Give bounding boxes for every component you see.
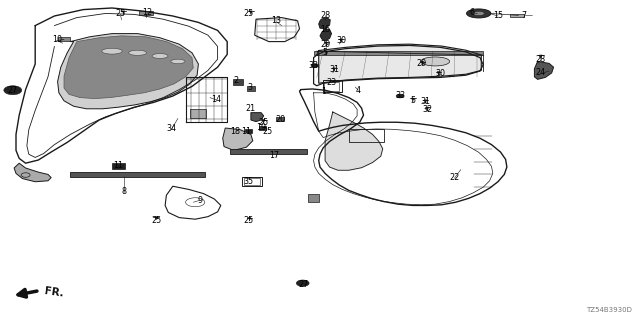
Text: 14: 14 (211, 95, 221, 104)
Text: 25: 25 (262, 127, 273, 136)
Text: 5: 5 (410, 96, 415, 105)
Text: 10: 10 (52, 36, 63, 44)
Ellipse shape (421, 57, 450, 66)
Bar (191, 109, 206, 118)
Text: 8: 8 (122, 188, 127, 196)
Text: 11: 11 (113, 161, 124, 170)
Circle shape (396, 94, 404, 98)
Text: 18: 18 (230, 127, 241, 136)
Text: 12: 12 (142, 8, 152, 17)
Polygon shape (319, 44, 481, 83)
Text: 31: 31 (420, 97, 431, 106)
Bar (112, 163, 125, 169)
Polygon shape (325, 112, 383, 170)
Text: 9: 9 (197, 196, 202, 205)
Text: 28: 28 (536, 55, 546, 64)
Ellipse shape (152, 53, 168, 58)
Text: 13: 13 (271, 16, 282, 25)
Text: 24: 24 (536, 68, 546, 77)
Text: 21: 21 (246, 104, 256, 113)
Bar (242, 177, 262, 186)
Bar (276, 117, 284, 121)
Text: 25: 25 (259, 118, 269, 127)
Text: 30: 30 (435, 69, 445, 78)
Text: 29: 29 (320, 40, 330, 49)
Text: 25: 25 (151, 216, 161, 225)
Bar (323, 80, 342, 92)
Text: 35: 35 (243, 177, 253, 186)
Text: 31: 31 (329, 65, 339, 74)
Text: 19: 19 (256, 123, 266, 132)
Ellipse shape (102, 48, 122, 54)
Ellipse shape (129, 50, 147, 55)
Circle shape (296, 280, 309, 286)
Text: 28: 28 (320, 11, 330, 20)
Text: 27: 27 (298, 280, 308, 289)
Bar (245, 129, 252, 133)
Ellipse shape (171, 59, 185, 64)
Text: 30: 30 (336, 36, 346, 45)
Text: 25: 25 (243, 9, 253, 18)
Text: 2: 2 (233, 76, 238, 85)
Text: 20: 20 (275, 115, 285, 124)
Bar (259, 126, 266, 130)
Polygon shape (319, 18, 330, 29)
Text: 6: 6 (470, 8, 475, 17)
Text: 16: 16 (320, 25, 330, 34)
Ellipse shape (467, 9, 491, 18)
Text: TZ54B3930D: TZ54B3930D (586, 307, 632, 313)
Ellipse shape (473, 11, 484, 16)
Bar (314, 51, 483, 55)
Bar (139, 11, 153, 15)
Text: 27: 27 (8, 86, 18, 95)
Bar (510, 14, 524, 17)
Text: 33: 33 (395, 92, 405, 100)
Text: 29: 29 (416, 60, 426, 68)
Text: 11: 11 (241, 127, 252, 136)
Text: 4: 4 (356, 86, 361, 95)
Bar (58, 37, 70, 41)
Circle shape (311, 64, 319, 68)
Text: 23: 23 (326, 78, 337, 87)
Bar (230, 149, 307, 154)
Text: 32: 32 (422, 105, 433, 114)
Text: 5: 5 (323, 48, 328, 57)
Text: 25: 25 (115, 9, 125, 18)
Polygon shape (534, 61, 554, 79)
Text: 3: 3 (247, 83, 252, 92)
Text: 15: 15 (493, 11, 503, 20)
Polygon shape (251, 113, 264, 122)
Bar (233, 79, 243, 85)
Bar (70, 172, 205, 177)
Text: 17: 17 (269, 151, 279, 160)
Text: FR.: FR. (44, 286, 64, 299)
Polygon shape (64, 36, 193, 99)
Bar (349, 129, 384, 142)
Text: 25: 25 (243, 216, 253, 225)
Polygon shape (320, 29, 332, 41)
Text: 33: 33 (308, 61, 319, 70)
Circle shape (4, 86, 22, 95)
Polygon shape (14, 163, 51, 182)
Bar (244, 178, 260, 185)
Bar (308, 194, 319, 202)
Text: 7: 7 (521, 11, 526, 20)
Text: 1: 1 (321, 87, 326, 96)
Bar (324, 82, 339, 91)
Bar (247, 86, 255, 91)
Polygon shape (58, 34, 198, 109)
Text: 22: 22 (449, 173, 460, 182)
Polygon shape (223, 128, 253, 150)
Text: 34: 34 (166, 124, 177, 133)
